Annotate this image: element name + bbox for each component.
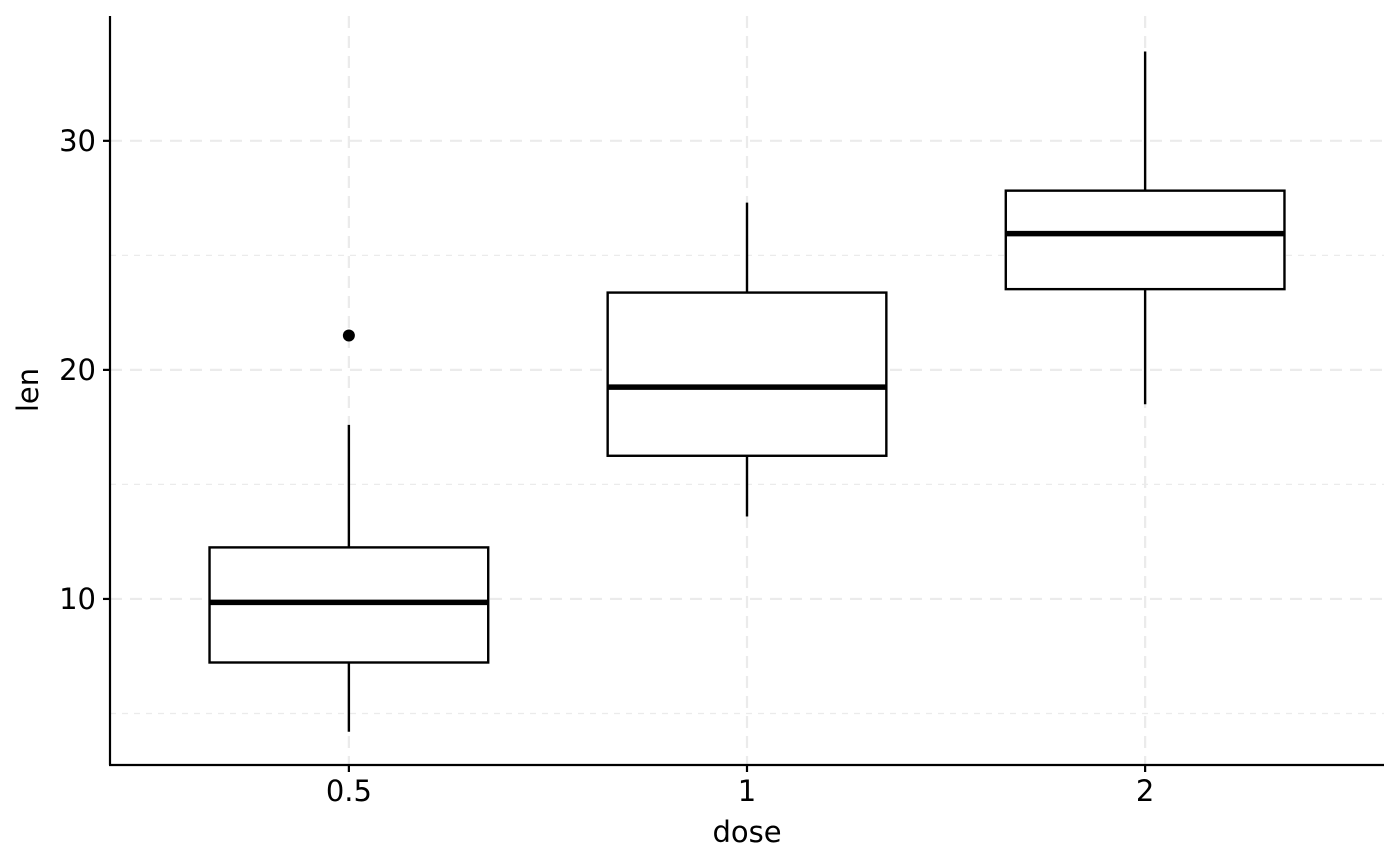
x-tick-label: 2 [1136, 774, 1154, 808]
x-tick-label: 1 [738, 774, 756, 808]
ticks: 10 20 30 0.5 1 2 [59, 124, 1154, 808]
y-tick-label: 30 [59, 124, 96, 158]
boxes [208, 51, 1286, 732]
box-2 [1004, 51, 1286, 405]
box-iqr [1004, 189, 1286, 291]
x-tick-label: 0.5 [326, 774, 372, 808]
y-axis-title: len [11, 368, 45, 412]
outlier-point [342, 329, 355, 342]
y-tick-label: 10 [59, 582, 96, 616]
box-iqr [606, 291, 888, 457]
y-tick-label: 20 [59, 353, 96, 387]
x-axis-title: dose [712, 815, 781, 849]
box-1 [606, 202, 888, 517]
box-0.5 [208, 329, 490, 732]
